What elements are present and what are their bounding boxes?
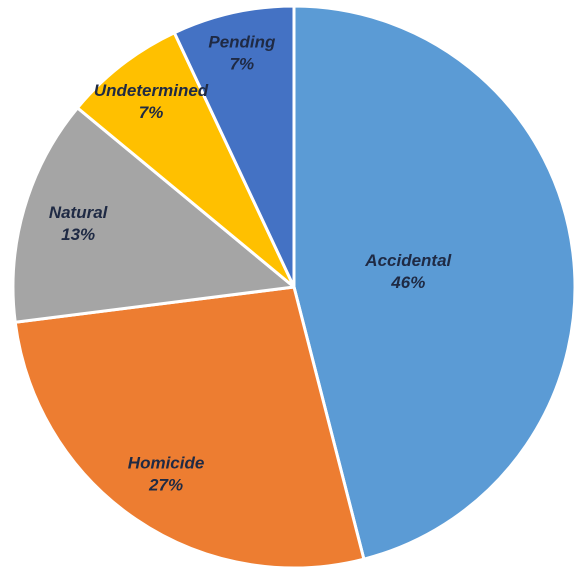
slice-label: Accidental	[364, 251, 452, 270]
slice-label: Homicide	[128, 454, 205, 473]
slice-label: Undetermined	[94, 81, 209, 100]
slice-label: Pending	[208, 32, 276, 51]
slice-value-label: 7%	[230, 54, 255, 73]
pie-slice	[75, 31, 296, 289]
pie-slice	[292, 4, 576, 561]
slice-value-label: 7%	[139, 103, 164, 122]
pie-slice	[172, 4, 296, 289]
slice-value-label: 13%	[61, 225, 95, 244]
slice-value-label: 46%	[390, 273, 425, 292]
pie-slice	[13, 285, 366, 570]
pie-slice	[11, 106, 296, 324]
slice-label: Natural	[49, 203, 109, 222]
slice-value-label: 27%	[148, 476, 183, 495]
